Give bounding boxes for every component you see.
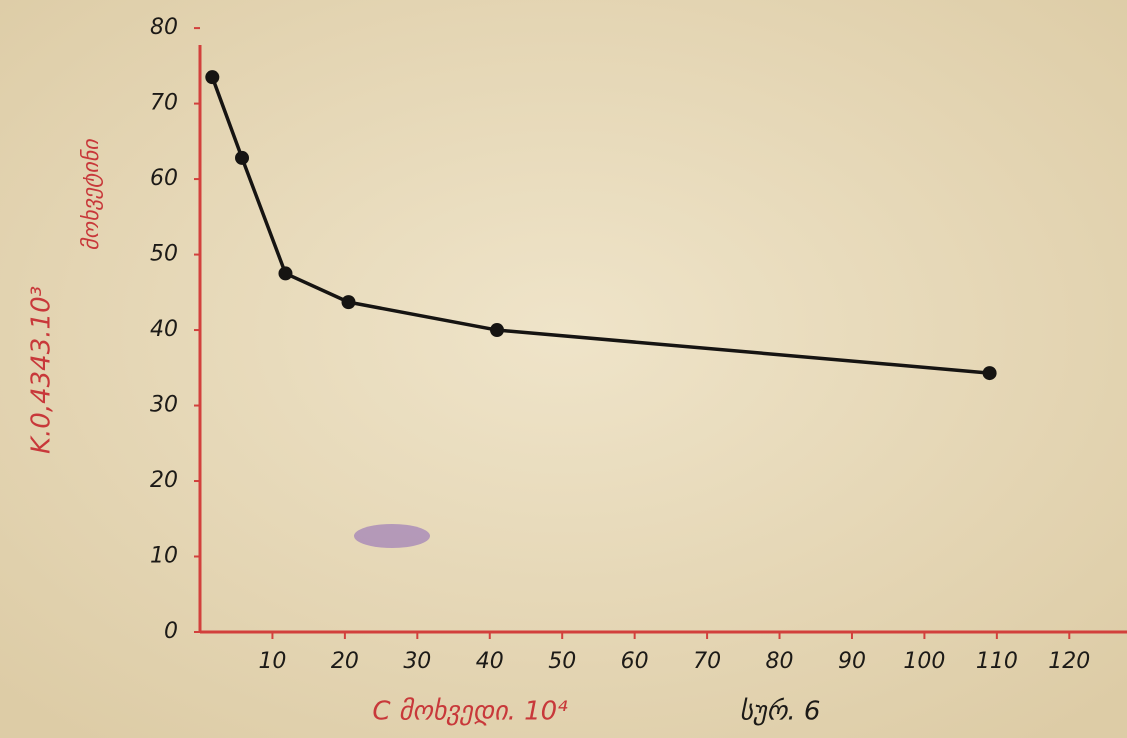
x-tick-label: 10 [258, 649, 286, 674]
x-axis-label: C მოხვედი. 10⁴ [372, 697, 568, 727]
x-tick-label: 50 [548, 649, 576, 674]
data-point [342, 295, 356, 309]
page: {"chart_data": {"type": "line", "x_label… [0, 0, 1127, 738]
y-tick-label: 40 [150, 317, 178, 342]
x-tick-label: 120 [1048, 649, 1090, 674]
data-point [235, 151, 249, 165]
y-tick-label: 10 [150, 544, 178, 569]
x-tick-label: 60 [621, 649, 649, 674]
x-tick-label: 70 [693, 649, 721, 674]
x-tick-label: 110 [976, 649, 1018, 674]
ink-stain [354, 524, 430, 548]
x-tick-label: 40 [476, 649, 504, 674]
y-tick-label: 50 [150, 242, 178, 267]
x-tick-label: 90 [838, 649, 866, 674]
data-point [983, 366, 997, 380]
y-axis-label: K.0,4343.10³ [27, 286, 57, 454]
y-tick-label: 30 [150, 393, 178, 418]
x-tick-label: 30 [403, 649, 431, 674]
chart: K.0,4343.10³ მოხვეტინი C მოხვედი. 10⁴ სუ… [0, 0, 1127, 738]
y-tick-label: 80 [150, 15, 178, 40]
data-point [490, 323, 504, 337]
y-tick-label: 20 [150, 468, 178, 493]
y-axis-label-2: მოხვეტინი [79, 138, 104, 251]
x-tick-label: 20 [331, 649, 359, 674]
x-tick-label: 100 [903, 649, 945, 674]
y-tick-label: 70 [150, 91, 178, 116]
data-point [278, 266, 292, 280]
y-tick-label: 0 [164, 619, 178, 644]
figure-caption: სურ. 6 [740, 697, 821, 727]
x-tick-label: 80 [766, 649, 794, 674]
y-tick-label: 60 [150, 166, 178, 191]
data-point [205, 70, 219, 84]
